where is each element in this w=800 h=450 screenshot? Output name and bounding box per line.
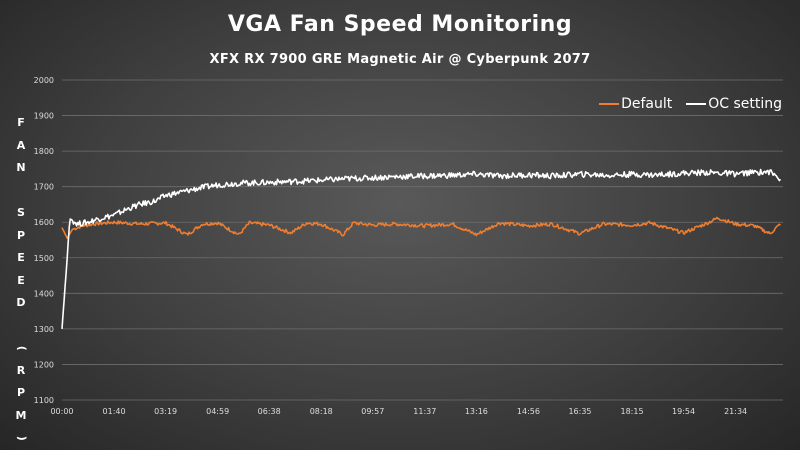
- x-tick-label: 14:56: [517, 407, 540, 416]
- legend: Default OC setting: [599, 96, 782, 112]
- chart-subtitle: XFX RX 7900 GRE Magnetic Air @ Cyberpunk…: [209, 52, 591, 67]
- y-tick-label: 2000: [34, 76, 54, 85]
- y-tick-label: 1700: [34, 183, 54, 192]
- series-line-oc-setting: [61, 168, 782, 329]
- y-axis-label-char: E: [17, 273, 25, 287]
- legend-item-default: Default: [599, 96, 672, 112]
- x-tick-label: 00:00: [50, 407, 73, 416]
- legend-swatch-oc-setting: [686, 103, 707, 105]
- y-tick-label: 1800: [34, 147, 54, 156]
- legend-swatch-default: [599, 103, 620, 105]
- x-tick-label: 08:18: [310, 407, 333, 416]
- x-tick-label: 19:54: [672, 407, 695, 416]
- series-line-default: [61, 216, 781, 239]
- x-tick-label: 01:40: [103, 407, 126, 416]
- y-axis-label-char: E: [17, 251, 25, 264]
- x-tick-label: 09:57: [361, 407, 384, 416]
- y-axis-label-char: P: [16, 228, 26, 242]
- x-tick-label: 13:16: [465, 407, 488, 416]
- chart-title: VGA Fan Speed Monitoring: [227, 12, 573, 37]
- y-axis-label-char: R: [16, 363, 26, 377]
- legend-item-oc-setting: OC setting: [686, 96, 782, 112]
- y-tick-label: 1600: [34, 218, 54, 227]
- x-tick-label: 03:19: [154, 407, 177, 416]
- y-axis-label-char: A: [16, 138, 26, 152]
- legend-label-oc-setting: OC setting: [708, 96, 782, 112]
- x-tick-label: 21:34: [724, 407, 747, 416]
- y-tick-label: 1400: [34, 289, 54, 298]
- y-axis-label-char: M: [15, 408, 27, 422]
- x-tick-label: 16:35: [568, 407, 591, 416]
- y-tick-label: 1300: [34, 325, 54, 334]
- y-tick-label: 1900: [34, 112, 54, 121]
- legend-label-default: Default: [621, 96, 673, 112]
- y-axis-label-char: N: [16, 161, 26, 174]
- x-tick-label: 18:15: [621, 407, 644, 416]
- y-axis-label-char: F: [17, 116, 25, 129]
- x-tick-label: 06:38: [258, 407, 281, 416]
- y-tick-label: 1100: [34, 396, 54, 405]
- y-axis-label-char: P: [16, 386, 26, 399]
- x-tick-label: 11:37: [413, 407, 436, 416]
- y-tick-label: 1200: [34, 360, 54, 369]
- y-axis-label-char: S: [17, 206, 25, 219]
- y-axis-label-char: D: [16, 296, 26, 309]
- y-tick-label: 1500: [34, 254, 54, 263]
- x-tick-label: 04:59: [206, 407, 229, 416]
